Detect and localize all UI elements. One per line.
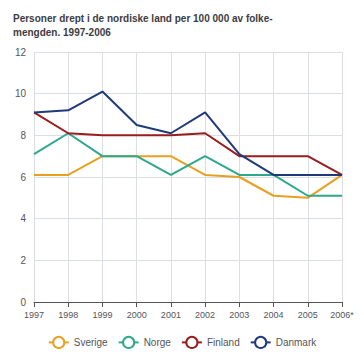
svg-text:2: 2	[20, 255, 26, 266]
svg-text:Personer drept i de nordiske l: Personer drept i de nordiske land per 10…	[13, 13, 273, 24]
svg-text:4: 4	[20, 213, 26, 224]
svg-text:2005: 2005	[298, 310, 318, 320]
svg-text:2002: 2002	[195, 310, 215, 320]
svg-text:6: 6	[20, 172, 26, 183]
svg-text:Finland: Finland	[207, 337, 240, 348]
svg-text:1997: 1997	[24, 310, 44, 320]
svg-text:2006*: 2006*	[330, 310, 354, 320]
svg-text:Norge: Norge	[144, 337, 172, 348]
svg-text:1999: 1999	[92, 310, 112, 320]
svg-text:2000: 2000	[127, 310, 147, 320]
svg-text:0: 0	[20, 297, 26, 308]
svg-text:12: 12	[15, 47, 27, 58]
svg-text:Sverige: Sverige	[74, 337, 108, 348]
svg-text:2003: 2003	[229, 310, 249, 320]
svg-text:2004: 2004	[264, 310, 284, 320]
svg-text:1998: 1998	[58, 310, 78, 320]
svg-text:mengden. 1997-2006: mengden. 1997-2006	[13, 27, 111, 38]
svg-text:8: 8	[20, 130, 26, 141]
svg-text:10: 10	[15, 88, 27, 99]
svg-text:2001: 2001	[161, 310, 181, 320]
svg-text:Danmark: Danmark	[276, 337, 318, 348]
